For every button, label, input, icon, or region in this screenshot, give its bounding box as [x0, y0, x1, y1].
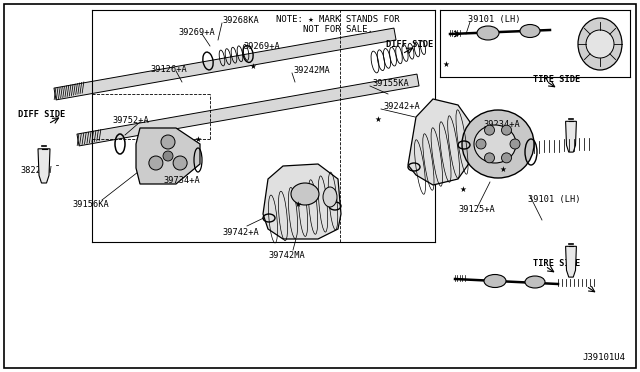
Polygon shape — [566, 246, 577, 277]
Text: 39752+A: 39752+A — [112, 115, 148, 125]
Text: 39126+A: 39126+A — [150, 64, 187, 74]
Polygon shape — [77, 74, 419, 146]
Text: TIRE SIDE: TIRE SIDE — [533, 74, 580, 83]
Circle shape — [149, 156, 163, 170]
Text: ★: ★ — [374, 115, 381, 124]
Circle shape — [502, 125, 511, 135]
Ellipse shape — [484, 275, 506, 288]
Ellipse shape — [520, 25, 540, 38]
Ellipse shape — [462, 110, 534, 178]
Text: 39234+A: 39234+A — [483, 119, 520, 128]
Text: 39101 (LH): 39101 (LH) — [528, 195, 580, 203]
Text: 39101 (LH): 39101 (LH) — [468, 15, 520, 23]
Ellipse shape — [477, 26, 499, 40]
Text: ★: ★ — [443, 60, 449, 68]
Text: 38225W: 38225W — [20, 166, 51, 174]
Circle shape — [161, 135, 175, 149]
Text: 39242+A: 39242+A — [383, 102, 420, 110]
Text: NOTE: ★ MARK STANDS FOR: NOTE: ★ MARK STANDS FOR — [276, 15, 400, 23]
Text: NOT FOR SALE.: NOT FOR SALE. — [303, 25, 373, 33]
Circle shape — [502, 153, 511, 163]
Ellipse shape — [323, 187, 337, 207]
Text: DIFF SIDE: DIFF SIDE — [18, 109, 65, 119]
Text: ★: ★ — [500, 164, 506, 173]
Text: ★: ★ — [195, 135, 202, 144]
Circle shape — [173, 156, 187, 170]
Text: 39268KA: 39268KA — [222, 16, 259, 25]
Polygon shape — [408, 99, 470, 185]
Polygon shape — [566, 121, 577, 152]
Text: 39156KA: 39156KA — [72, 199, 109, 208]
Polygon shape — [38, 149, 50, 183]
Circle shape — [484, 125, 495, 135]
Polygon shape — [263, 164, 341, 239]
Ellipse shape — [578, 18, 622, 70]
Text: 39242MA: 39242MA — [293, 65, 330, 74]
Text: ★: ★ — [294, 199, 301, 208]
Text: 39742+A: 39742+A — [222, 228, 259, 237]
Text: 39125+A: 39125+A — [458, 205, 495, 214]
Text: ★: ★ — [460, 185, 467, 193]
Circle shape — [163, 151, 173, 161]
Text: 39269+A: 39269+A — [243, 42, 280, 51]
Ellipse shape — [525, 276, 545, 288]
Circle shape — [476, 139, 486, 149]
Text: ★: ★ — [250, 61, 257, 71]
Circle shape — [510, 139, 520, 149]
Circle shape — [586, 30, 614, 58]
Text: DIFF SIDE: DIFF SIDE — [386, 39, 433, 48]
Polygon shape — [136, 128, 200, 184]
Text: TIRE SIDE: TIRE SIDE — [533, 260, 580, 269]
Text: 39269+A: 39269+A — [178, 28, 215, 36]
Ellipse shape — [474, 125, 516, 163]
Text: 39155KA: 39155KA — [372, 78, 409, 87]
Text: J39101U4: J39101U4 — [582, 353, 625, 362]
Text: 39734+A: 39734+A — [163, 176, 200, 185]
Text: 39742MA: 39742MA — [268, 251, 305, 260]
Ellipse shape — [291, 183, 319, 205]
Polygon shape — [54, 28, 396, 100]
Circle shape — [484, 153, 495, 163]
